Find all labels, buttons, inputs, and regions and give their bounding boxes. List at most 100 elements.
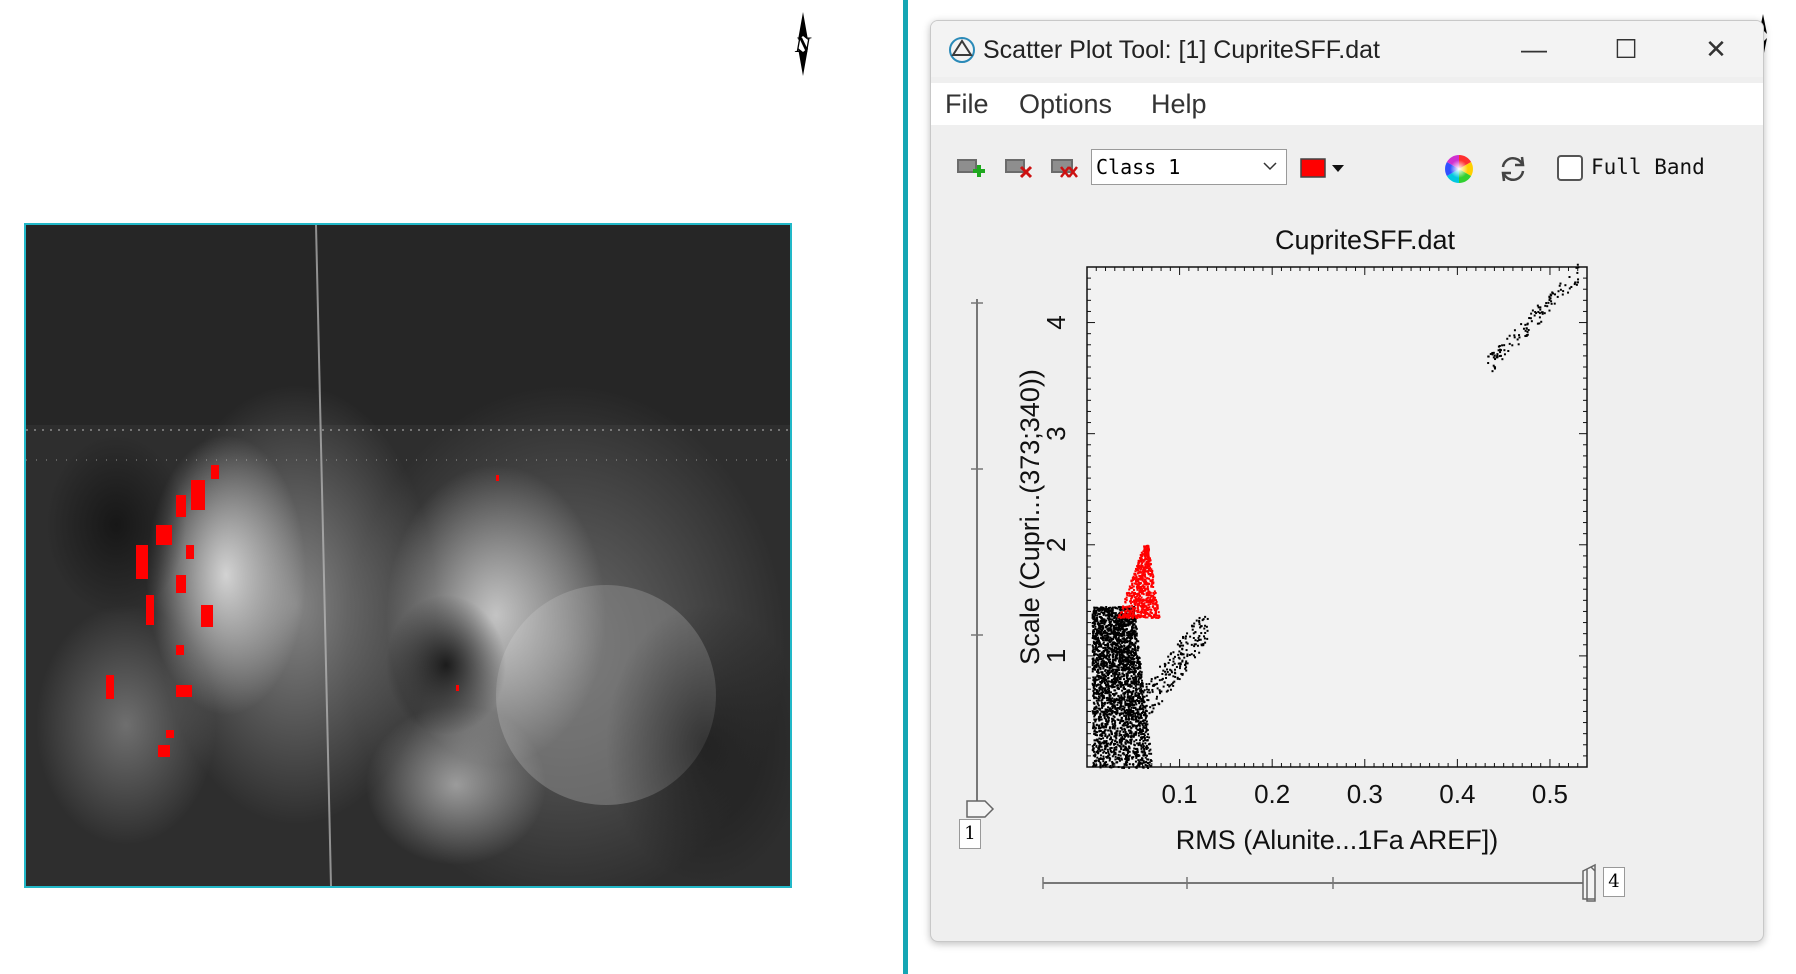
data-point: [1093, 750, 1096, 753]
data-point: [1139, 728, 1142, 731]
data-point: [1130, 694, 1133, 697]
close-button[interactable]: ✕: [1705, 34, 1727, 64]
data-point: [1113, 752, 1116, 755]
data-point: [1101, 635, 1104, 638]
data-point: [1111, 655, 1114, 658]
data-point: [1105, 724, 1108, 727]
class-point: [1153, 609, 1156, 612]
data-point: [1103, 665, 1106, 668]
data-point: [1138, 696, 1141, 699]
class-point: [1131, 604, 1134, 607]
data-point: [1109, 614, 1112, 617]
data-point: [1143, 750, 1146, 753]
data-point: [1127, 644, 1130, 647]
menu-file[interactable]: File: [945, 89, 989, 119]
data-point: [1094, 696, 1097, 699]
data-point: [1133, 703, 1136, 706]
minimize-button[interactable]: —: [1521, 34, 1547, 64]
class-point: [1146, 616, 1149, 619]
color-wheel-icon[interactable]: [1443, 153, 1475, 185]
data-point: [1095, 666, 1098, 669]
data-point: [1122, 723, 1125, 726]
data-point: [1093, 611, 1096, 614]
data-point: [1118, 641, 1121, 644]
data-point: [1119, 703, 1122, 706]
data-point: [1186, 662, 1189, 665]
data-point: [1113, 628, 1116, 631]
data-point: [1130, 727, 1133, 730]
data-point: [1128, 710, 1131, 713]
data-point: [1135, 720, 1138, 723]
data-point: [1099, 761, 1102, 764]
refresh-icon[interactable]: [1497, 153, 1529, 185]
class-point: [1144, 608, 1147, 611]
data-point: [1139, 676, 1142, 679]
x-slider-thumb[interactable]: [1582, 863, 1596, 902]
data-point: [1097, 678, 1100, 681]
data-point: [1114, 612, 1117, 615]
data-point: [1093, 662, 1096, 665]
data-point: [1116, 628, 1119, 631]
add-roi-icon[interactable]: [955, 153, 987, 181]
grayscale-image[interactable]: [26, 225, 790, 886]
data-point: [1152, 683, 1155, 686]
data-point: [1097, 697, 1100, 700]
data-point: [1104, 649, 1107, 652]
data-point: [1143, 714, 1146, 717]
data-point: [1123, 621, 1126, 624]
class-color-button[interactable]: [1299, 155, 1349, 183]
data-point: [1113, 701, 1116, 704]
outlier-point: [1501, 344, 1504, 347]
data-point: [1101, 748, 1104, 751]
data-point: [1114, 646, 1117, 649]
data-point: [1129, 670, 1132, 673]
maximize-button[interactable]: ☐: [1614, 34, 1638, 64]
image-view-frame[interactable]: [24, 223, 792, 888]
plot-title: CupriteSFF.dat: [1275, 225, 1456, 255]
data-point: [1152, 707, 1155, 710]
delete-roi-icon[interactable]: [1003, 153, 1035, 181]
data-point: [1117, 628, 1120, 631]
x-band-slider[interactable]: [1039, 863, 1599, 903]
data-point: [1161, 677, 1164, 680]
data-point: [1092, 646, 1095, 649]
y-band-slider[interactable]: [957, 289, 997, 889]
data-point: [1128, 732, 1131, 735]
title-bar[interactable]: Scatter Plot Tool: [1] CupriteSFF.dat — …: [931, 21, 1763, 77]
data-point: [1116, 677, 1119, 680]
class-point: [1147, 594, 1150, 597]
outlier-point: [1517, 343, 1520, 346]
data-point: [1140, 691, 1143, 694]
data-point: [1100, 658, 1103, 661]
class-point: [1137, 561, 1140, 564]
data-point: [1120, 651, 1123, 654]
data-point: [1115, 684, 1118, 687]
data-point: [1120, 748, 1123, 751]
menu-options[interactable]: Options: [1019, 89, 1113, 119]
data-point: [1145, 714, 1148, 717]
data-point: [1125, 648, 1128, 651]
class-select[interactable]: Class 1: [1091, 149, 1287, 185]
data-point: [1131, 626, 1134, 629]
data-point: [1104, 708, 1107, 711]
data-point: [1102, 641, 1105, 644]
data-point: [1148, 691, 1151, 694]
data-point: [1146, 736, 1149, 739]
data-point: [1180, 641, 1183, 644]
data-point: [1141, 757, 1144, 760]
data-point: [1101, 665, 1104, 668]
data-point: [1169, 653, 1172, 656]
data-point: [1127, 758, 1130, 761]
y-slider-thumb[interactable]: [966, 800, 995, 818]
delete-all-rois-icon[interactable]: [1049, 153, 1081, 181]
menu-help[interactable]: Help: [1151, 89, 1207, 119]
full-band-checkbox[interactable]: [1557, 155, 1583, 181]
data-point: [1116, 710, 1119, 713]
data-point: [1137, 640, 1140, 643]
data-point: [1100, 745, 1103, 748]
pane-divider[interactable]: [903, 0, 908, 974]
data-point: [1117, 718, 1120, 721]
outlier-point: [1492, 356, 1495, 359]
data-point: [1134, 747, 1137, 750]
